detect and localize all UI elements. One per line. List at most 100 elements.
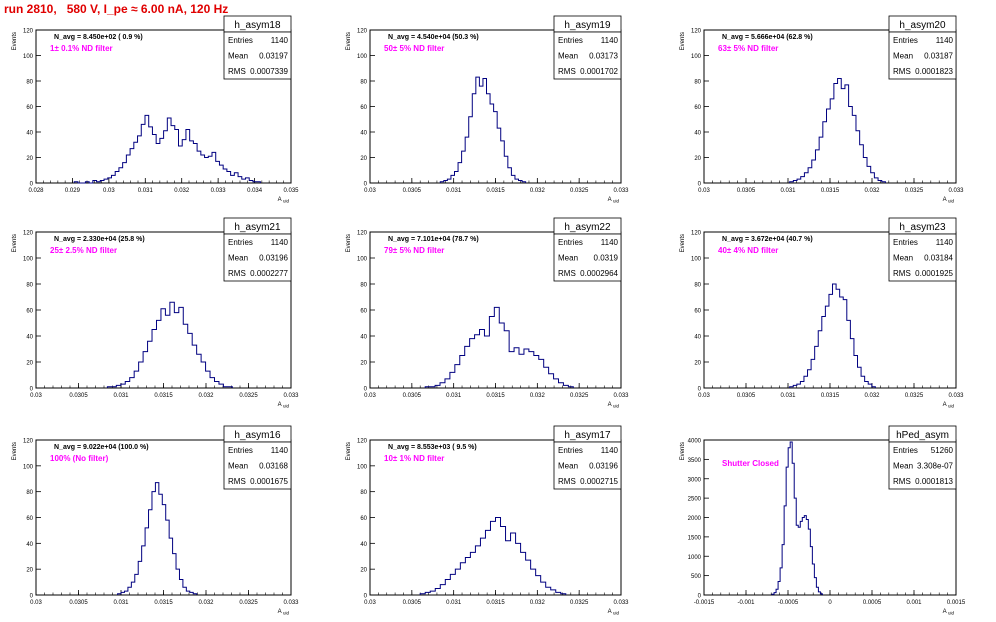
- y-tick-label: 1000: [688, 555, 702, 561]
- y-tick-label: 4000: [688, 439, 702, 445]
- stats-value: 0.03196: [589, 462, 618, 471]
- histogram-panel-h_asym23: 0 20 40 60 80 100 120 0.03 0.0305 0.031 0.0315 0.03…: [680, 217, 964, 409]
- x-tick-label: 0.0315: [486, 188, 505, 194]
- histogram-bin: [479, 86, 483, 183]
- histogram-bin: [796, 525, 798, 595]
- navg-label: N_avg = 4.540e+04 (50.3 %): [388, 34, 479, 41]
- y-tick-label: 2000: [688, 516, 702, 522]
- histogram-bin: [178, 146, 182, 183]
- histogram-bin: [130, 378, 134, 388]
- y-tick-label: 20: [26, 156, 33, 162]
- histogram-bin: [534, 356, 539, 389]
- histogram-bin: [858, 367, 862, 388]
- histogram-bin: [183, 587, 186, 595]
- x-tick-label: 0.032: [198, 393, 214, 399]
- y-tick-label: 100: [23, 257, 34, 263]
- y-tick-label: 0: [30, 387, 34, 393]
- histogram-bin: [430, 591, 435, 595]
- y-tick-label: 0: [30, 182, 34, 188]
- x-tick-label: 0.03: [698, 393, 710, 399]
- x-tick-label: 0.031: [138, 188, 154, 194]
- x-tick-label: 0.0305: [403, 600, 422, 606]
- x-tick-label: 0.032: [198, 600, 214, 606]
- histogram-bin: [169, 538, 172, 595]
- stats-value: 0.03173: [589, 52, 618, 61]
- filter-label: 1± 0.1% ND filter: [50, 44, 113, 53]
- histogram-bin: [494, 307, 499, 388]
- histogram-bin: [134, 371, 138, 388]
- histogram-bin: [511, 533, 516, 595]
- histogram-bin: [125, 382, 129, 389]
- histogram-bin: [141, 124, 145, 183]
- x-tick-label: 0.032: [530, 188, 546, 194]
- histogram-bin: [874, 178, 878, 183]
- stats-key: RMS: [558, 67, 576, 76]
- histogram-bin: [822, 317, 826, 389]
- histogram-bin: [458, 163, 462, 183]
- histogram-panel-h_asym22: 0 20 40 60 80 100 120 0.03 0.0305 0.031 0.0315 0.03…: [346, 217, 629, 409]
- stats-box: [553, 441, 622, 490]
- y-axis-title: Events: [680, 442, 686, 460]
- histogram-bin: [860, 145, 864, 183]
- histogram-bin: [139, 362, 143, 388]
- stats-key: RMS: [558, 269, 576, 278]
- histogram-bin: [841, 89, 845, 183]
- stats-key: RMS: [893, 67, 911, 76]
- histogram-bin: [856, 131, 860, 183]
- histogram-bin: [192, 345, 196, 388]
- histogram-bin: [475, 546, 480, 595]
- filter-label: 50± 5% ND filter: [384, 44, 444, 53]
- histogram-bin: [160, 138, 164, 183]
- histogram-bin: [121, 384, 125, 388]
- histogram-bin: [531, 569, 536, 595]
- histogram-bin: [242, 179, 246, 183]
- stats-key: Entries: [558, 36, 583, 45]
- stats-value: 0.03184: [924, 254, 953, 263]
- histogram-bin: [483, 78, 487, 183]
- x-tick-label: 0.031: [780, 393, 796, 399]
- histogram-bin: [216, 161, 220, 183]
- histogram-bin: [135, 574, 138, 595]
- y-axis-title: Events: [680, 234, 686, 252]
- histogram-bin: [811, 359, 815, 388]
- x-tick-label: 0.033: [211, 188, 227, 194]
- histogram-bin: [499, 323, 504, 388]
- x-tick-label: 0.032: [530, 600, 546, 606]
- stats-key: Mean: [558, 462, 578, 471]
- histogram-panel-h_asym20: 0 20 40 60 80 100 120 0.03 0.0305 0.031 0.0315 0.03…: [680, 15, 964, 204]
- histogram-outline: [789, 77, 886, 183]
- y-tick-label: 40: [26, 131, 33, 137]
- histogram-bin: [445, 580, 450, 596]
- filter-label: 10± 1% ND filter: [384, 454, 444, 463]
- histogram-bin: [119, 168, 123, 183]
- filter-label: 63± 5% ND filter: [718, 44, 778, 53]
- histogram-bin: [197, 354, 201, 388]
- histogram-bin: [445, 379, 450, 388]
- histogram-bin: [152, 330, 156, 389]
- stats-value: 0.0319: [594, 254, 619, 263]
- stats-key: Mean: [228, 462, 248, 471]
- histogram-outline: [73, 114, 261, 184]
- navg-label: N_avg = 8.450e+02 ( 0.9 %): [54, 34, 143, 41]
- x-tick-label: 0.0305: [737, 393, 756, 399]
- histogram-bin: [212, 152, 216, 183]
- stats-key: Mean: [558, 52, 578, 61]
- y-tick-label: 120: [357, 439, 368, 445]
- y-tick-label: 40: [360, 542, 367, 548]
- stats-key: Entries: [893, 446, 918, 455]
- x-tick-label: 0.0305: [69, 393, 88, 399]
- histogram-bin: [174, 313, 178, 388]
- y-tick-label: 80: [694, 283, 701, 289]
- navg-label: N_avg = 8.553e+03 ( 9.5 %): [388, 444, 477, 451]
- stats-value: 0.0002964: [580, 269, 618, 278]
- histogram-outline: [771, 441, 823, 595]
- x-tick-label: 0.031: [446, 188, 462, 194]
- y-tick-label: 120: [691, 29, 702, 35]
- stats-value: 3.308e-07: [917, 462, 954, 471]
- histogram-bin: [476, 77, 480, 183]
- histogram-bin: [526, 560, 531, 595]
- x-tick-label: 0.032: [174, 188, 190, 194]
- stats-value: 1140: [601, 238, 619, 247]
- stats-key: Mean: [893, 462, 913, 471]
